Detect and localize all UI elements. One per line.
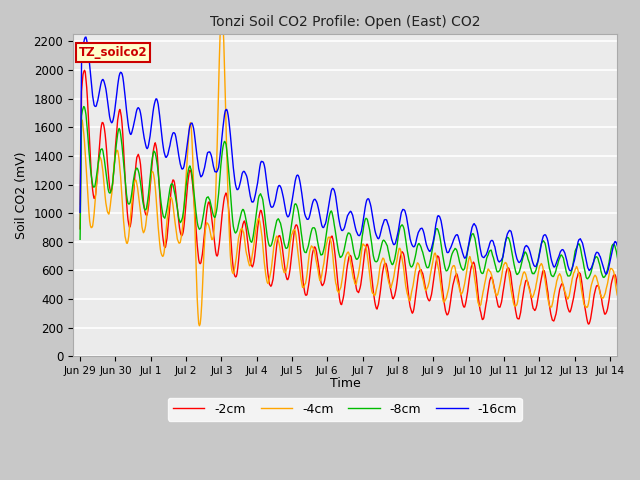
- -8cm: [76, 237, 84, 242]
- -8cm: [296, 222, 304, 228]
- -16cm: [247, 196, 255, 202]
- Line: -16cm: -16cm: [80, 37, 640, 290]
- -4cm: [422, 287, 430, 293]
- -4cm: [248, 255, 255, 261]
- -16cm: [275, 182, 283, 188]
- -4cm: [196, 323, 204, 329]
- -2cm: [453, 272, 461, 278]
- -16cm: [76, 209, 84, 215]
- -2cm: [422, 287, 429, 292]
- -4cm: [76, 202, 84, 207]
- -2cm: [275, 233, 283, 239]
- -2cm: [247, 262, 255, 268]
- -2cm: [620, 322, 628, 327]
- -16cm: [82, 34, 90, 40]
- Y-axis label: Soil CO2 (mV): Soil CO2 (mV): [15, 152, 28, 239]
- -4cm: [297, 277, 305, 283]
- -4cm: [143, 216, 150, 222]
- -8cm: [275, 217, 283, 223]
- -8cm: [143, 201, 151, 207]
- -8cm: [422, 261, 429, 267]
- Legend: -2cm, -4cm, -8cm, -16cm: -2cm, -4cm, -8cm, -16cm: [168, 398, 522, 421]
- Line: -8cm: -8cm: [80, 107, 640, 284]
- -16cm: [296, 181, 304, 187]
- Line: -2cm: -2cm: [80, 70, 640, 324]
- -16cm: [453, 232, 461, 238]
- X-axis label: Time: Time: [330, 377, 360, 390]
- -16cm: [143, 146, 151, 152]
- -8cm: [80, 104, 88, 109]
- -4cm: [218, 11, 225, 17]
- -2cm: [296, 247, 304, 252]
- -8cm: [247, 239, 255, 245]
- Line: -4cm: -4cm: [80, 14, 640, 326]
- -4cm: [276, 244, 284, 250]
- -16cm: [422, 238, 429, 244]
- Title: Tonzi Soil CO2 Profile: Open (East) CO2: Tonzi Soil CO2 Profile: Open (East) CO2: [210, 15, 480, 29]
- Text: TZ_soilco2: TZ_soilco2: [79, 46, 147, 59]
- -2cm: [143, 212, 151, 218]
- -2cm: [81, 67, 88, 73]
- -2cm: [76, 226, 84, 232]
- -8cm: [453, 249, 461, 255]
- -4cm: [454, 281, 462, 287]
